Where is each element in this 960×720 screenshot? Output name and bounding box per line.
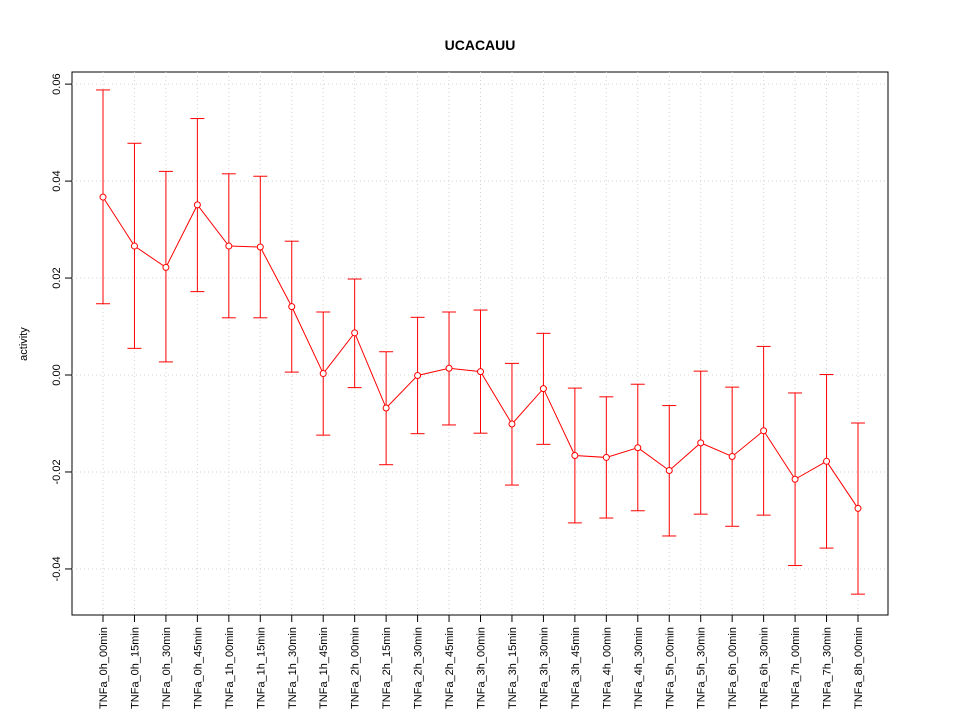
data-point: [823, 457, 831, 465]
x-tick-label: TNFa_2h_15min: [381, 627, 393, 709]
x-tick-label: TNFa_3h_30min: [538, 627, 550, 709]
x-tick-label: TNFa_3h_45min: [570, 627, 582, 709]
axis-layer: -0.04 -0.02 0.00 0.02 0.04 0.06 TNFa_0h_00min T…: [51, 73, 865, 709]
data-point: [162, 263, 170, 271]
x-tick-label: TNFa_1h_45min: [318, 627, 330, 709]
data-point: [477, 368, 484, 376]
x-tick-label: TNFa_5h_00min: [664, 627, 676, 709]
data-point: [728, 452, 736, 460]
data-point: [539, 385, 547, 393]
x-tick-label: TNFa_5h_30min: [696, 627, 708, 709]
y-tick-label: 0.04: [51, 170, 63, 191]
data-point: [634, 444, 642, 452]
x-tick-label: TNFa_4h_30min: [633, 627, 645, 709]
x-tick-label: TNFa_1h_00min: [224, 627, 236, 709]
data-point: [854, 504, 862, 512]
x-tick-label: TNFa_2h_30min: [413, 627, 425, 709]
data-point: [225, 242, 233, 250]
data-point: [602, 453, 610, 461]
y-axis-label: activity: [18, 327, 30, 361]
x-tick-label: TNFa_8h_00min: [853, 627, 865, 709]
data-point: [665, 467, 673, 475]
x-tick-label: TNFa_3h_00min: [476, 627, 488, 709]
x-tick-label: TNFa_3h_15min: [507, 627, 519, 709]
data-point: [791, 475, 799, 483]
data-point: [99, 193, 107, 201]
x-tick-label: TNFa_0h_00min: [98, 627, 110, 709]
data-point: [319, 370, 327, 378]
data-point: [256, 243, 264, 251]
data-point: [697, 439, 705, 447]
x-tick-label: TNFa_4h_00min: [601, 627, 613, 709]
y-tick-label: 0.02: [51, 267, 63, 288]
data-point: [382, 404, 390, 412]
y-tick-label: 0.06: [51, 73, 63, 94]
x-tick-label: TNFa_6h_00min: [727, 627, 739, 709]
x-tick-label: TNFa_2h_45min: [444, 627, 456, 709]
data-point: [571, 451, 579, 459]
data-point: [193, 201, 201, 209]
data-point: [414, 371, 422, 379]
grid-layer: [72, 72, 888, 615]
data-point: [445, 364, 453, 372]
y-tick-label: -0.04: [51, 556, 63, 581]
x-tick-label: TNFa_6h_30min: [759, 627, 771, 709]
y-tick-label: 0.00: [51, 364, 63, 385]
data-point: [760, 427, 768, 435]
data-point: [351, 329, 359, 337]
x-tick-label: TNFa_1h_15min: [255, 627, 267, 709]
x-tick-label: TNFa_2h_00min: [350, 627, 362, 709]
chart-title: UCACAUU: [445, 37, 516, 53]
data-point: [130, 242, 138, 250]
x-tick-label: TNFa_1h_30min: [287, 627, 299, 709]
x-tick-label: TNFa_7h_30min: [822, 627, 834, 709]
series-layer: [96, 89, 865, 595]
x-tick-label: TNFa_7h_00min: [790, 627, 802, 709]
x-tick-label: TNFa_0h_45min: [192, 627, 204, 709]
data-point: [508, 420, 516, 428]
x-tick-label: TNFa_0h_15min: [129, 627, 141, 709]
x-tick-label: TNFa_0h_30min: [161, 627, 173, 709]
y-tick-label: -0.02: [51, 459, 63, 484]
data-point: [288, 303, 296, 311]
